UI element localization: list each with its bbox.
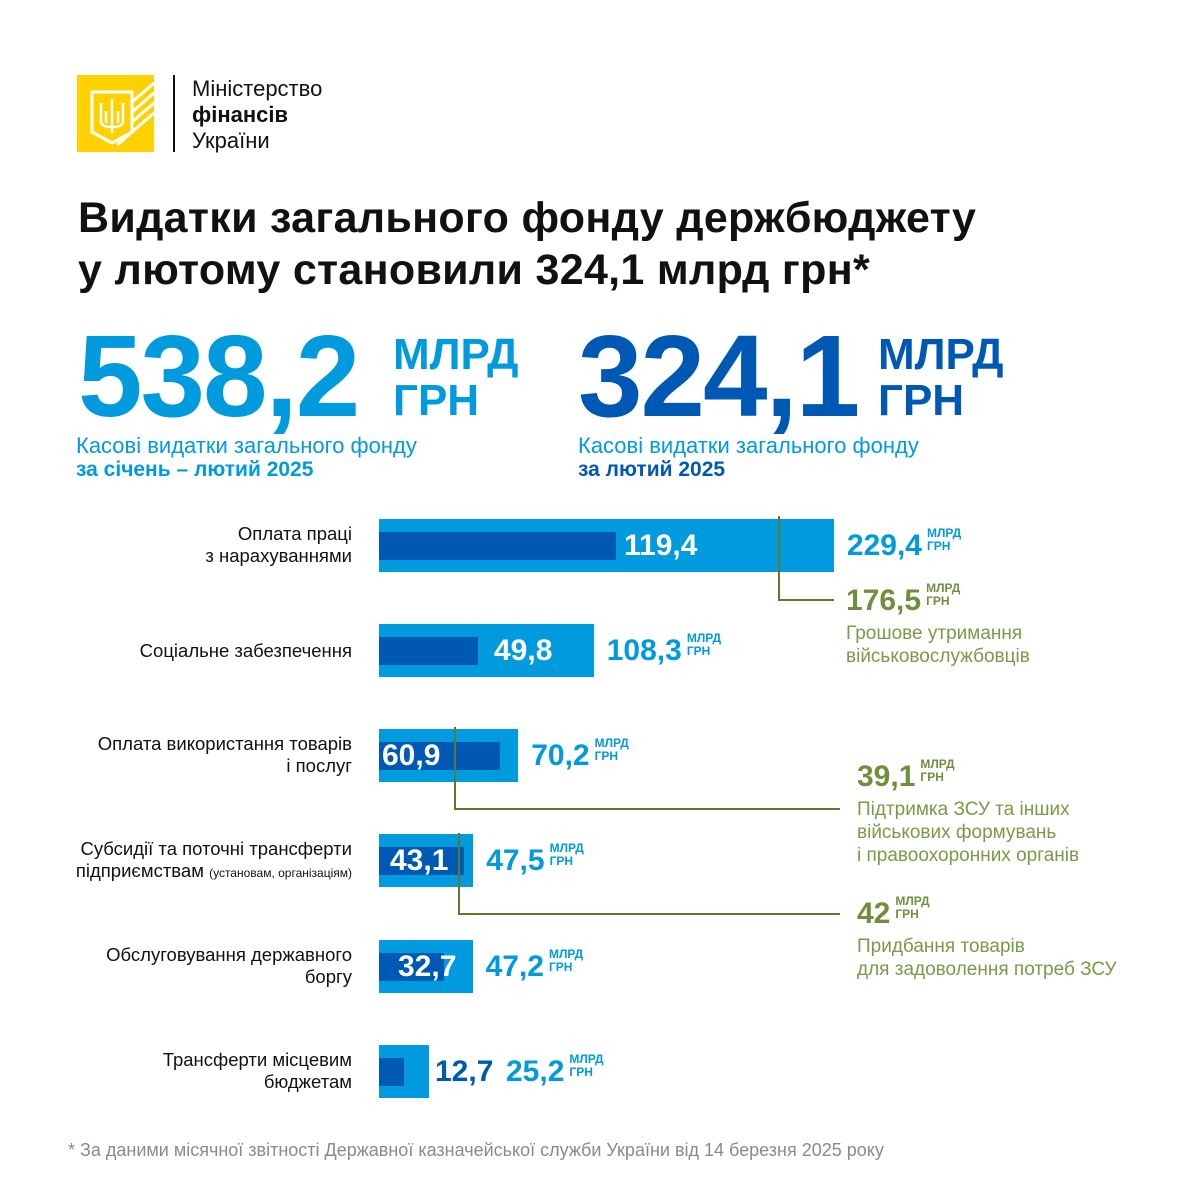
bar-february [379,637,478,665]
ministry-logo [77,75,155,152]
logo-line-1: Міністерство [192,76,323,101]
bar-total-label: 70,2 МЛРД ГРН [531,736,629,772]
bar-february [379,532,616,560]
bar-february [379,1058,405,1086]
footnote: * За даними місячної звітності Державної… [68,1140,884,1160]
kpi-description: Касові видатки загального фонду за лютий … [578,433,919,482]
kpi-unit: МЛРД ГРН [393,330,519,425]
callout-line [454,808,840,810]
kpi-value: 324,1 [578,311,860,441]
callout-line [458,833,460,915]
kpi-jan-feb: 538,2 [78,318,360,434]
category-label: Оплата праці з нарахуваннями [205,523,352,566]
callout-army-support: 39,1 МЛРД ГРН Підтримка ЗСУ та інших військ… [857,757,1080,867]
callout-line [778,599,834,601]
bar-february-label: 43,1 [390,844,449,877]
kpi-unit: МЛРД ГРН [878,330,1004,425]
bar-total-label: 47,5 МЛРД ГРН [486,841,584,877]
callout-line [454,727,456,810]
category-label: Трансферти місцевим бюджетам [162,1049,352,1092]
trident-emblem-icon [77,75,155,152]
callout-line [458,913,840,915]
bar-total-label: 229,4 МЛРД ГРН [846,526,962,562]
category-label: Оплата використання товарів і послуг [97,733,352,776]
callout-military-pay: 176,5 МЛРД ГРН Грошове утримання військовос… [846,581,1030,668]
kpi-description: Касові видатки загального фонду за січень… [76,433,417,482]
bar-february [379,742,500,770]
bar-february-label: 32,7 [398,950,457,983]
bar-february [379,953,444,981]
bar-february-label: 119,4 [624,529,698,562]
title-line-1: Видатки загального фонду держбюджету [78,194,977,242]
bar-total-label: 25,2 МЛРД ГРН [506,1052,604,1088]
logo-divider [173,75,175,152]
ministry-name: Міністерство фінансів України [192,76,322,154]
page-title: Видатки загального фонду держбюджету у л… [78,192,976,296]
bar-february-label: 60,9 [382,739,441,772]
logo-line-3: України [192,128,270,153]
kpi-value: 538,2 [78,311,360,441]
callout-line [778,516,780,601]
bar-february-label: 12,7 [435,1055,494,1088]
bar-total-label: 47,2 МЛРД ГРН [485,947,584,983]
bar-total-label: 108,3 МЛРД ГРН [606,631,722,667]
category-label: Обслуговування державного боргу [106,944,352,987]
category-label: Субсидії та поточні трансферти підприємст… [75,838,352,881]
title-line-2: у лютому становили 324,1 млрд грн* [78,246,871,294]
callout-army-goods: 42 МЛРД ГРН Придбання товарів для задоволен… [857,894,1117,981]
logo-line-2: фінансів [192,102,289,127]
bar-february-label: 49,8 [494,634,553,667]
bar-february [379,847,465,875]
kpi-feb: 324,1 [578,318,860,434]
category-label: Соціальне забезпечення [139,640,352,661]
